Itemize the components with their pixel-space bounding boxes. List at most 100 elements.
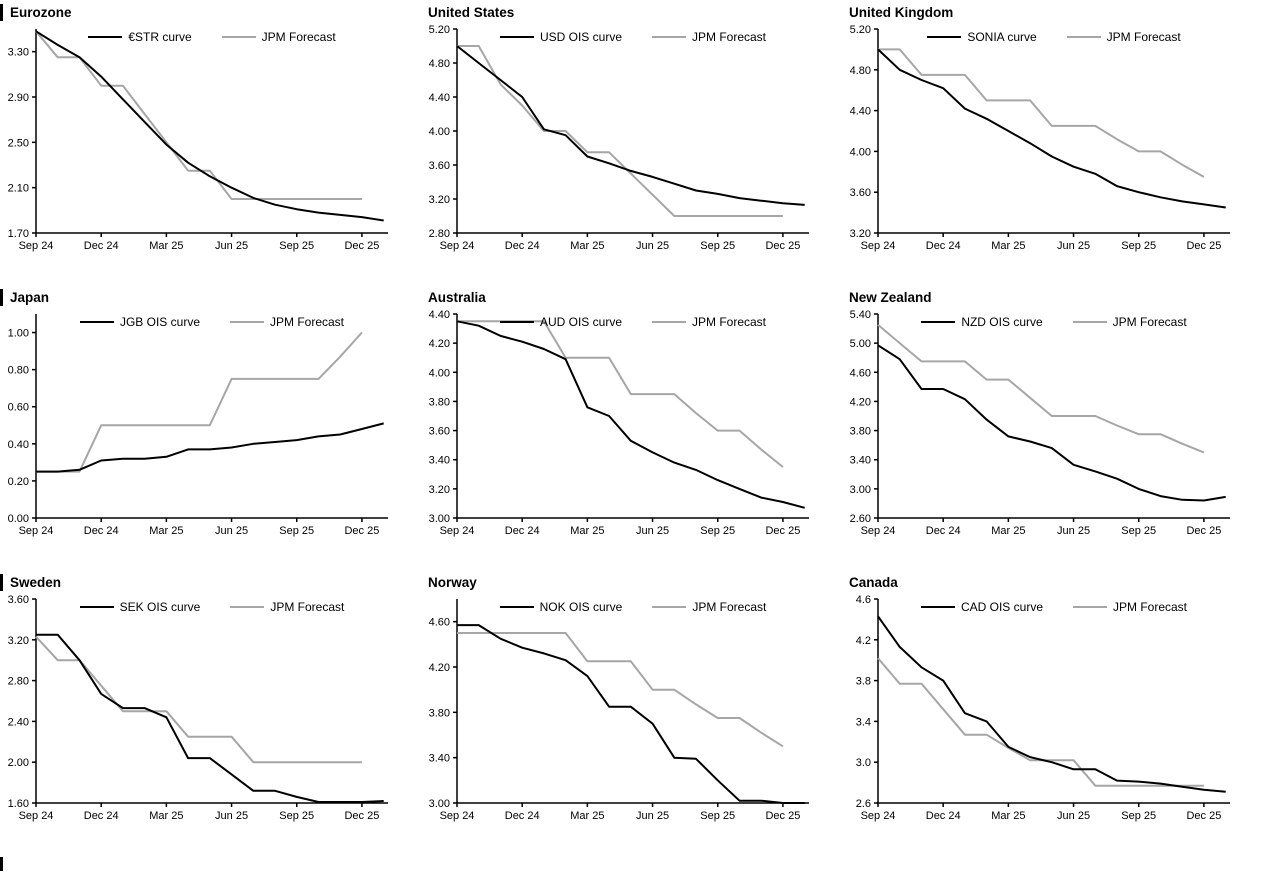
svg-text:Mar 25: Mar 25 — [991, 810, 1025, 822]
svg-text:3.0: 3.0 — [856, 757, 871, 769]
chart-panel-united-states: United States USD OIS curve JPM Forecast… — [421, 0, 842, 285]
svg-text:3.40: 3.40 — [429, 455, 450, 467]
svg-text:Dec 24: Dec 24 — [926, 240, 961, 252]
svg-text:Sep 25: Sep 25 — [1121, 240, 1156, 252]
svg-text:Jun 25: Jun 25 — [636, 525, 669, 537]
svg-text:4.6: 4.6 — [856, 594, 871, 606]
svg-text:3.20: 3.20 — [429, 194, 450, 206]
chart-title: Sweden — [10, 574, 62, 590]
svg-text:4.2: 4.2 — [856, 635, 871, 647]
svg-text:Sep 25: Sep 25 — [1121, 810, 1156, 822]
svg-text:Sep 25: Sep 25 — [700, 525, 735, 537]
svg-text:Sep 24: Sep 24 — [440, 810, 475, 822]
svg-text:3.20: 3.20 — [850, 228, 871, 240]
svg-text:4.00: 4.00 — [850, 146, 871, 158]
svg-text:Jun 25: Jun 25 — [215, 810, 248, 822]
svg-text:3.00: 3.00 — [850, 484, 871, 496]
svg-text:Dec 24: Dec 24 — [505, 240, 540, 252]
svg-text:Sep 24: Sep 24 — [440, 525, 475, 537]
svg-text:1.60: 1.60 — [8, 798, 29, 810]
svg-text:Dec 24: Dec 24 — [505, 810, 540, 822]
svg-text:3.80: 3.80 — [429, 707, 450, 719]
svg-text:3.40: 3.40 — [850, 455, 871, 467]
chart-title: United States — [428, 4, 515, 20]
svg-text:Mar 25: Mar 25 — [991, 525, 1025, 537]
svg-text:4.40: 4.40 — [850, 106, 871, 118]
svg-text:Dec 25: Dec 25 — [344, 240, 379, 252]
svg-text:Mar 25: Mar 25 — [149, 240, 183, 252]
svg-text:Mar 25: Mar 25 — [149, 525, 183, 537]
chart-title-row: Sweden — [0, 570, 421, 591]
svg-text:2.10: 2.10 — [8, 183, 29, 195]
svg-text:Sep 25: Sep 25 — [1121, 525, 1156, 537]
svg-text:Dec 25: Dec 25 — [765, 525, 800, 537]
svg-text:Jun 25: Jun 25 — [636, 240, 669, 252]
svg-text:0.80: 0.80 — [8, 365, 29, 377]
chart-title-row: Australia — [421, 285, 842, 306]
svg-text:5.20: 5.20 — [429, 24, 450, 36]
svg-text:3.00: 3.00 — [429, 513, 450, 525]
svg-text:4.40: 4.40 — [429, 92, 450, 104]
svg-text:3.80: 3.80 — [850, 426, 871, 438]
svg-text:Sep 25: Sep 25 — [279, 240, 314, 252]
svg-text:4.00: 4.00 — [429, 126, 450, 138]
svg-text:Dec 24: Dec 24 — [926, 810, 961, 822]
section-bar — [0, 288, 3, 306]
section-bar — [0, 573, 3, 591]
svg-text:3.60: 3.60 — [429, 426, 450, 438]
svg-text:Dec 25: Dec 25 — [765, 240, 800, 252]
svg-text:2.80: 2.80 — [8, 676, 29, 688]
svg-text:2.40: 2.40 — [8, 716, 29, 728]
svg-text:Sep 24: Sep 24 — [861, 810, 896, 822]
svg-text:2.90: 2.90 — [8, 92, 29, 104]
svg-text:Dec 25: Dec 25 — [1186, 810, 1221, 822]
svg-text:Jun 25: Jun 25 — [1057, 240, 1090, 252]
section-bar-bottom — [0, 857, 3, 871]
svg-text:Sep 25: Sep 25 — [279, 810, 314, 822]
chart-panel-japan: Japan JGB OIS curve JPM Forecast 1.00 0.8… — [0, 285, 421, 570]
svg-text:2.50: 2.50 — [8, 137, 29, 149]
svg-text:Dec 24: Dec 24 — [926, 525, 961, 537]
svg-text:3.60: 3.60 — [8, 594, 29, 606]
svg-text:3.60: 3.60 — [429, 160, 450, 172]
chart-title-row: Canada — [842, 570, 1264, 591]
chart-title-row: New Zealand — [842, 285, 1264, 306]
svg-text:Mar 25: Mar 25 — [570, 810, 604, 822]
svg-text:Mar 25: Mar 25 — [149, 810, 183, 822]
svg-text:Sep 24: Sep 24 — [861, 525, 896, 537]
chart-title-row: Japan — [0, 285, 421, 306]
charts-grid: Eurozone €STR curve JPM Forecast 3.30 2.9… — [0, 0, 1264, 855]
svg-text:1.00: 1.00 — [8, 328, 29, 340]
svg-text:Jun 25: Jun 25 — [1057, 810, 1090, 822]
svg-text:3.20: 3.20 — [8, 635, 29, 647]
svg-text:Sep 24: Sep 24 — [440, 240, 475, 252]
svg-text:3.30: 3.30 — [8, 47, 29, 59]
chart-title: New Zealand — [849, 289, 932, 305]
svg-text:Jun 25: Jun 25 — [636, 810, 669, 822]
svg-text:Mar 25: Mar 25 — [570, 525, 604, 537]
chart-title-row: Norway — [421, 570, 842, 591]
svg-text:Sep 24: Sep 24 — [19, 525, 54, 537]
chart-panel-united-kingdom: United Kingdom SONIA curve JPM Forecast … — [842, 0, 1264, 285]
chart-panel-sweden: Sweden SEK OIS curve JPM Forecast 3.60 3.… — [0, 570, 421, 855]
chart-panel-canada: Canada CAD OIS curve JPM Forecast 4.6 4.2… — [842, 570, 1264, 855]
svg-text:2.00: 2.00 — [8, 757, 29, 769]
svg-text:5.20: 5.20 — [850, 24, 871, 36]
svg-text:4.40: 4.40 — [429, 309, 450, 321]
svg-text:3.00: 3.00 — [429, 798, 450, 810]
svg-text:4.00: 4.00 — [429, 367, 450, 379]
chart-title: Canada — [849, 574, 898, 590]
svg-text:Sep 25: Sep 25 — [700, 810, 735, 822]
svg-text:Dec 24: Dec 24 — [84, 525, 119, 537]
svg-text:3.20: 3.20 — [429, 484, 450, 496]
svg-text:4.60: 4.60 — [850, 367, 871, 379]
svg-text:Dec 25: Dec 25 — [344, 525, 379, 537]
